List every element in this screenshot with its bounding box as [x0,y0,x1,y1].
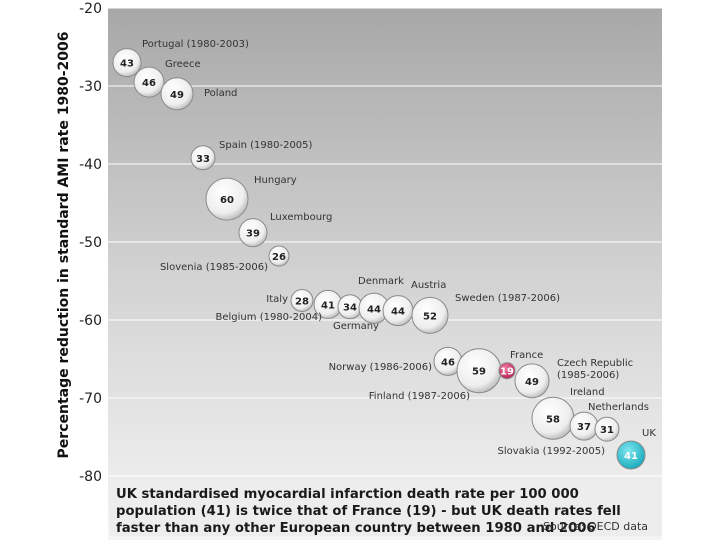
country-label: Ireland [570,387,605,398]
bubble-value: 41 [624,451,638,462]
bubble-value: 60 [220,195,234,206]
bubble-value: 34 [343,303,357,314]
bubble-value: 58 [546,414,560,425]
bubble-value: 28 [295,297,309,308]
y-tick-label: -30 [79,79,102,95]
bubble [290,289,314,312]
bubble-value: 59 [472,367,486,378]
caption-box: UK standardised myocardial infarction de… [110,484,662,536]
country-label: Slovakia (1992-2005) [498,446,606,457]
bubble [190,145,216,171]
country-label: Poland [204,88,237,99]
bubble-value: 49 [170,90,184,101]
country-label: Netherlands [588,402,649,413]
source-note: Source: OECD data [542,520,648,533]
country-label: Greece [165,59,201,70]
plot-area [108,8,662,540]
country-label: Italy [266,294,288,305]
country-label: UK [642,428,656,439]
country-label: Austria [411,280,446,291]
caption-text: UK standardised myocardial infarction de… [116,487,621,536]
country-label: Norway (1986-2006) [329,362,433,373]
bubble [133,66,165,98]
country-label: Germany [333,321,379,332]
bubble [205,177,249,221]
country-label: Slovenia (1985-2006) [160,262,268,273]
bubble-value: 44 [367,304,381,315]
bubble-value: 44 [391,307,405,318]
country-labels: Portugal (1980-2003) Greece Poland Spain (1… [142,39,656,457]
bubbles: 43 46 49 33 60 39 26 28 41 34 44 44 52 46 59 19 49 58 37 31… [112,48,646,470]
bubble [498,362,516,380]
y-axis-label: Percentage reduction in standard AMI rat… [56,32,72,459]
bubble [514,363,550,399]
bubble [594,416,620,442]
country-label: Sweden (1987-2006) [455,293,560,304]
country-label: Luxembourg [270,212,332,223]
bubble-value: 46 [142,78,156,89]
country-label: Finland (1987-2006) [369,391,470,402]
country-label: Portugal (1980-2003) [142,39,249,50]
bubble-value: 49 [525,377,539,388]
bubble-value: 33 [196,154,210,165]
country-label: Belgium (1980-2004) [216,312,323,323]
y-tick-label: -50 [79,235,102,251]
y-tick-label: -80 [79,469,102,485]
country-label: Spain (1980-2005) [219,140,313,151]
bubble [112,48,142,78]
bubble-value: 46 [441,357,455,368]
country-label: Hungary [254,175,297,186]
bubble [238,218,268,248]
bubble-value: 37 [577,422,591,433]
bubble [411,296,449,334]
y-tick-label: -40 [79,157,102,173]
bubble [616,440,646,470]
y-tick-label: -70 [79,391,102,407]
country-label: France [510,350,543,361]
bubble-value: 41 [321,300,335,311]
bubble-value: 52 [423,311,437,322]
bubble [268,245,290,267]
bubble-value: 43 [120,59,134,70]
y-tick-label: -20 [79,1,102,17]
country-label: Czech Republic (1985-2006) [557,358,633,381]
bubble-value: 26 [272,252,286,263]
bubble [160,77,194,111]
bubble-value: 39 [246,229,260,240]
y-tick-labels: -20 -30 -40 -50 -60 -70 -80 [79,1,102,485]
y-tick-label: -60 [79,313,102,329]
country-label: Denmark [358,276,404,287]
bubble-value: 31 [600,425,614,436]
bubble-value: 19 [500,367,514,378]
